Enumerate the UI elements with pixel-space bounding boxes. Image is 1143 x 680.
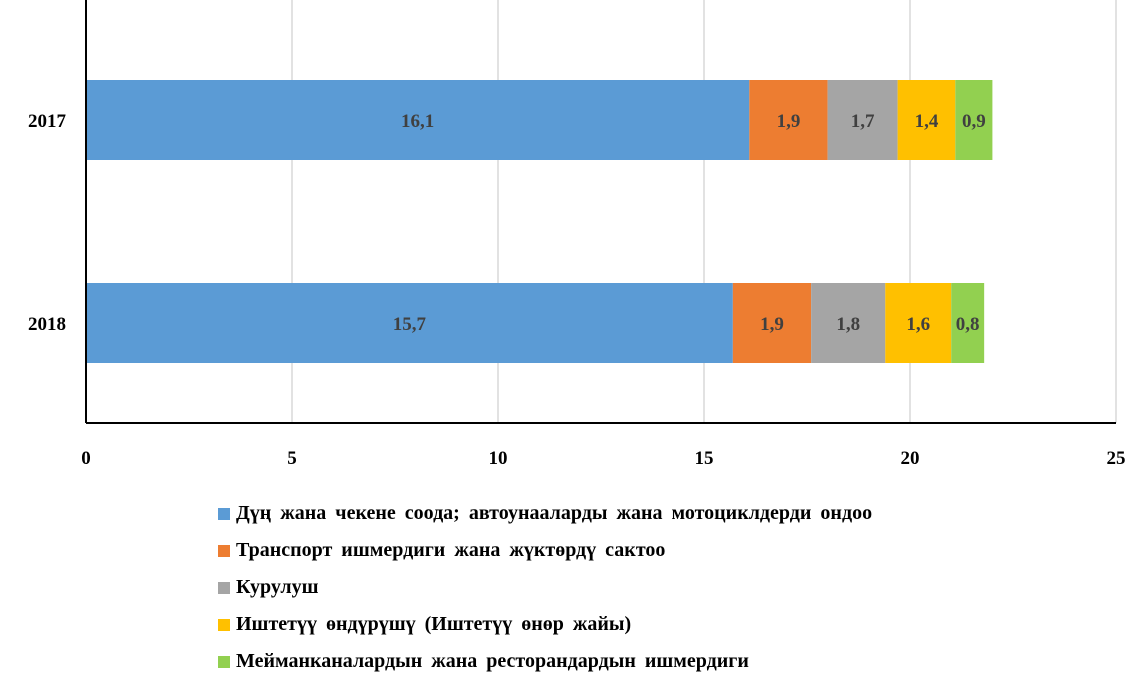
legend-swatch — [218, 507, 230, 520]
y-tick-label: 2017 — [28, 111, 67, 132]
legend-swatch — [218, 655, 230, 668]
data-label: 1,9 — [760, 314, 784, 335]
legend-item: Дүң жана чекене соода; автоунааларды жан… — [218, 495, 872, 532]
legend-label: Транспорт ишмердиги жана жүктөрдү сактоо — [236, 539, 666, 561]
legend-label: Мейманканалардын жана ресторандардын ишм… — [236, 650, 749, 672]
data-label: 0,8 — [956, 314, 980, 335]
bar-segment — [897, 80, 956, 160]
x-tick-label: 10 — [489, 448, 508, 469]
data-label: 0,9 — [962, 111, 986, 132]
legend-swatch — [218, 544, 230, 557]
bar-segment — [827, 80, 898, 160]
data-label: 16,1 — [401, 111, 434, 132]
legend-item: Транспорт ишмердиги жана жүктөрдү сактоо — [218, 532, 872, 569]
legend-label: Иштетүү өндүрүшү (Иштетүү өнөр жайы) — [236, 613, 632, 635]
x-tick-label: 25 — [1107, 448, 1126, 469]
legend: Дүң жана чекене соода; автоунааларды жан… — [218, 495, 872, 680]
legend-item: Мейманканалардын жана ресторандардын ишм… — [218, 643, 872, 680]
y-tick-label: 2018 — [28, 314, 66, 335]
x-tick-label: 15 — [695, 448, 714, 469]
bar-segment — [955, 80, 993, 160]
bar-segment — [86, 283, 733, 363]
x-tick-label: 20 — [901, 448, 920, 469]
legend-label: Дүң жана чекене соода; автоунааларды жан… — [236, 502, 873, 524]
x-tick-label: 0 — [81, 448, 91, 469]
legend-label: Курулуш — [236, 576, 319, 598]
data-label: 15,7 — [393, 314, 427, 335]
x-tick-label: 5 — [287, 448, 297, 469]
legend-item: Иштетүү өндүрүшү (Иштетүү өнөр жайы) — [218, 606, 872, 643]
data-label: 1,7 — [851, 111, 875, 132]
bar-segment — [749, 80, 828, 160]
data-label: 1,8 — [836, 314, 860, 335]
legend-swatch — [218, 581, 230, 594]
bar-segment — [951, 283, 985, 363]
data-label: 1,9 — [777, 111, 801, 132]
legend-item: Курулуш — [218, 569, 872, 606]
stacked-bar-chart: 0 5 10 15 20 25 2017 16,1 1,9 1,7 1,4 0,9 2018 15,7 1,… — [28, 0, 1126, 469]
bar-segment — [732, 283, 812, 363]
data-label: 1,6 — [906, 314, 930, 335]
data-label: 1,4 — [915, 111, 939, 132]
bar-segment — [811, 283, 886, 363]
bar-segment — [86, 80, 750, 160]
bar-segment — [885, 283, 952, 363]
legend-swatch — [218, 618, 230, 631]
